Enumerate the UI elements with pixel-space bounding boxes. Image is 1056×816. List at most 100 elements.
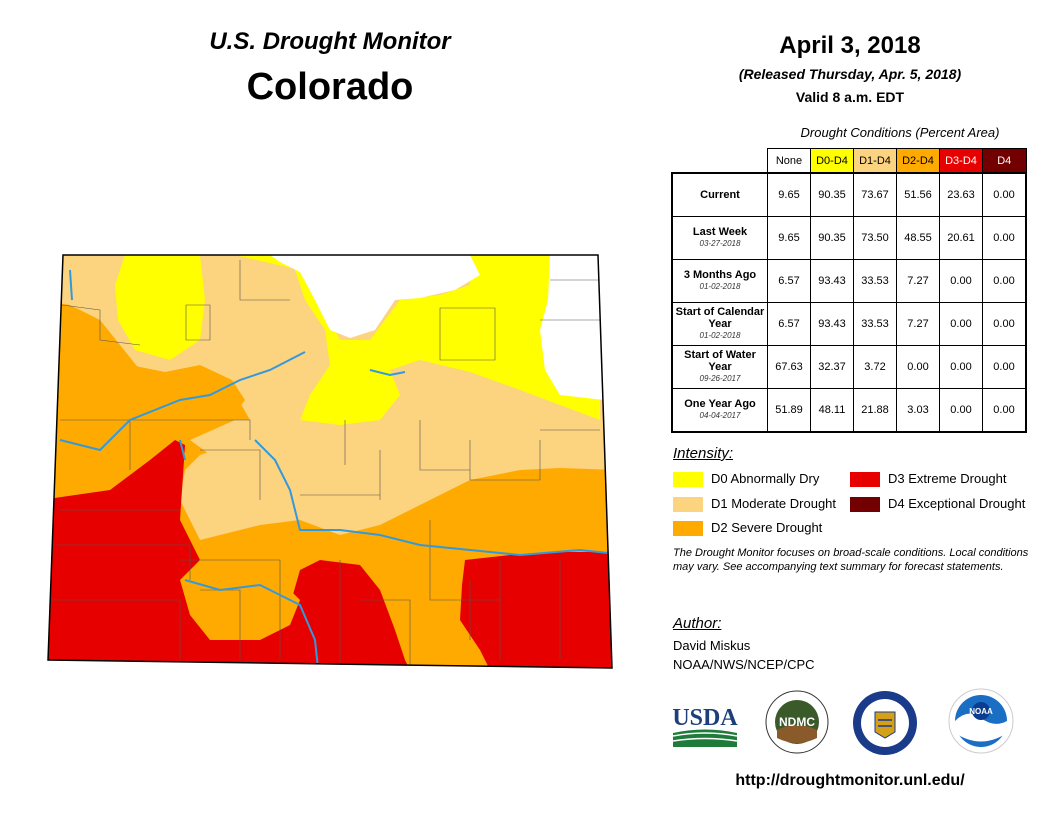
legend-label: D1 Moderate Drought bbox=[711, 496, 837, 511]
legend-swatch bbox=[673, 521, 703, 537]
table-cell: 3.03 bbox=[896, 388, 940, 433]
table-cell: 0.00 bbox=[939, 345, 983, 389]
table-corner bbox=[672, 148, 768, 174]
legend-swatch bbox=[673, 472, 703, 488]
usda-logo-text: USDA bbox=[672, 705, 738, 731]
table-cell: 9.65 bbox=[767, 216, 811, 260]
legend-item-d4: D4 Exceptional Drought bbox=[850, 496, 1026, 513]
legend-item-d1: D1 Moderate Drought bbox=[673, 496, 837, 513]
table-cell: 20.61 bbox=[939, 216, 983, 260]
row-date: 01-02-2018 bbox=[699, 282, 741, 291]
legend-title: Intensity: bbox=[673, 445, 734, 462]
row-label-text: Current bbox=[700, 189, 740, 201]
table-cell: 0.00 bbox=[982, 172, 1027, 217]
noaa-logo: NOAA bbox=[948, 688, 1014, 754]
col-header: D1-D4 bbox=[853, 148, 897, 174]
row-date: 01-02-2018 bbox=[699, 331, 741, 340]
col-header: D3-D4 bbox=[939, 148, 983, 174]
ndmc-logo-text: NDMC bbox=[779, 715, 815, 729]
disclaimer-note: The Drought Monitor focuses on broad-sca… bbox=[673, 547, 1029, 573]
d2-region-sanluis bbox=[200, 575, 300, 640]
table-cell: 33.53 bbox=[853, 302, 897, 346]
table-cell: 48.55 bbox=[896, 216, 940, 260]
col-header: D0-D4 bbox=[810, 148, 854, 174]
d1-region-edge bbox=[230, 300, 285, 380]
state-border bbox=[47, 254, 613, 669]
author-organization: NOAA/NWS/NCEP/CPC bbox=[673, 657, 815, 672]
table-cell: 51.56 bbox=[896, 172, 940, 217]
table-cell: 0.00 bbox=[896, 345, 940, 389]
row-date: 09-26-2017 bbox=[699, 374, 741, 383]
row-label: Last Week 03-27-2018 bbox=[671, 216, 768, 260]
legend-label: D4 Exceptional Drought bbox=[888, 496, 1026, 511]
row-label-text: Last Week bbox=[692, 226, 748, 238]
usda-logo: USDA bbox=[672, 705, 738, 747]
table-cell: 32.37 bbox=[810, 345, 854, 389]
release-date: (Released Thursday, Apr. 5, 2018) bbox=[738, 66, 962, 82]
colorado-drought-map bbox=[47, 254, 613, 669]
drought-statistics-table: None D0-D4 D1-D4 D2-D4 D3-D4 D4 Current … bbox=[671, 148, 1027, 433]
table-row: Start of Water Year 09-26-2017 67.63 32.3… bbox=[671, 345, 1027, 389]
table-cell: 90.35 bbox=[810, 216, 854, 260]
table-cell: 6.57 bbox=[767, 259, 811, 303]
col-header: D4 bbox=[982, 148, 1027, 174]
legend-item-d2: D2 Severe Drought bbox=[673, 520, 823, 537]
table-cell: 21.88 bbox=[853, 388, 897, 433]
table-cell: 0.00 bbox=[982, 216, 1027, 260]
noaa-logo-text: NOAA bbox=[969, 707, 993, 716]
none-region-northeast bbox=[540, 255, 604, 400]
table-cell: 0.00 bbox=[982, 259, 1027, 303]
table-cell: 90.35 bbox=[810, 172, 854, 217]
table-cell: 0.00 bbox=[982, 345, 1027, 389]
legend-item-d3: D3 Extreme Drought bbox=[850, 471, 1007, 488]
table-cell: 3.72 bbox=[853, 345, 897, 389]
table-cell: 6.57 bbox=[767, 302, 811, 346]
table-cell: 0.00 bbox=[939, 302, 983, 346]
row-label: One Year Ago 04-04-2017 bbox=[671, 388, 768, 433]
none-region-westedge bbox=[48, 255, 63, 300]
table-cell: 23.63 bbox=[939, 172, 983, 217]
ndmc-logo: NDMC bbox=[765, 690, 829, 754]
legend-item-d0: D0 Abnormally Dry bbox=[673, 471, 820, 488]
table-cell: 73.67 bbox=[853, 172, 897, 217]
state-title: Colorado bbox=[246, 66, 414, 108]
d0-region-northcentral bbox=[235, 255, 600, 425]
author-name: David Miskus bbox=[673, 638, 751, 653]
table-row: One Year Ago 04-04-2017 51.89 48.11 21.88… bbox=[671, 388, 1027, 433]
county-lines bbox=[52, 260, 600, 668]
row-label: Start of Water Year 09-26-2017 bbox=[671, 345, 768, 389]
d0-region-north bbox=[115, 255, 205, 360]
legend-swatch bbox=[850, 472, 880, 488]
legend-swatch bbox=[850, 497, 880, 513]
legend-label: D2 Severe Drought bbox=[711, 520, 823, 535]
row-date: 03-27-2018 bbox=[699, 239, 741, 248]
row-label-text: Start of Water Year bbox=[684, 349, 756, 373]
table-cell: 0.00 bbox=[939, 388, 983, 433]
rivers bbox=[59, 269, 609, 668]
legend-label: D3 Extreme Drought bbox=[888, 471, 1007, 486]
table-row: Current 9.65 90.35 73.67 51.56 23.63 0.0… bbox=[671, 172, 1027, 217]
table-cell: 93.43 bbox=[810, 302, 854, 346]
table-cell: 51.89 bbox=[767, 388, 811, 433]
table-cell: 73.50 bbox=[853, 216, 897, 260]
legend-label: D0 Abnormally Dry bbox=[711, 471, 820, 486]
table-cell: 33.53 bbox=[853, 259, 897, 303]
table-caption: Drought Conditions (Percent Area) bbox=[800, 125, 1000, 140]
table-cell: 7.27 bbox=[896, 302, 940, 346]
table-row: 3 Months Ago 01-02-2018 6.57 93.43 33.53 … bbox=[671, 259, 1027, 303]
author-heading: Author: bbox=[673, 615, 722, 632]
table-cell: 7.27 bbox=[896, 259, 940, 303]
row-date: 04-04-2017 bbox=[699, 411, 741, 420]
legend-swatch bbox=[673, 497, 703, 513]
d3-region-southwest bbox=[48, 440, 420, 668]
row-label: 3 Months Ago 01-02-2018 bbox=[671, 259, 768, 303]
none-region-northcentral bbox=[270, 255, 480, 338]
website-link[interactable]: http://droughtmonitor.unl.edu/ bbox=[735, 772, 965, 789]
row-label: Start of Calendar Year 01-02-2018 bbox=[671, 302, 768, 346]
row-label: Current bbox=[671, 172, 768, 217]
table-row: Last Week 03-27-2018 9.65 90.35 73.50 48.… bbox=[671, 216, 1027, 260]
commerce-seal-logo bbox=[853, 691, 917, 755]
row-label-text: 3 Months Ago bbox=[683, 269, 757, 281]
row-label-text: One Year Ago bbox=[684, 398, 756, 410]
table-cell: 48.11 bbox=[810, 388, 854, 433]
